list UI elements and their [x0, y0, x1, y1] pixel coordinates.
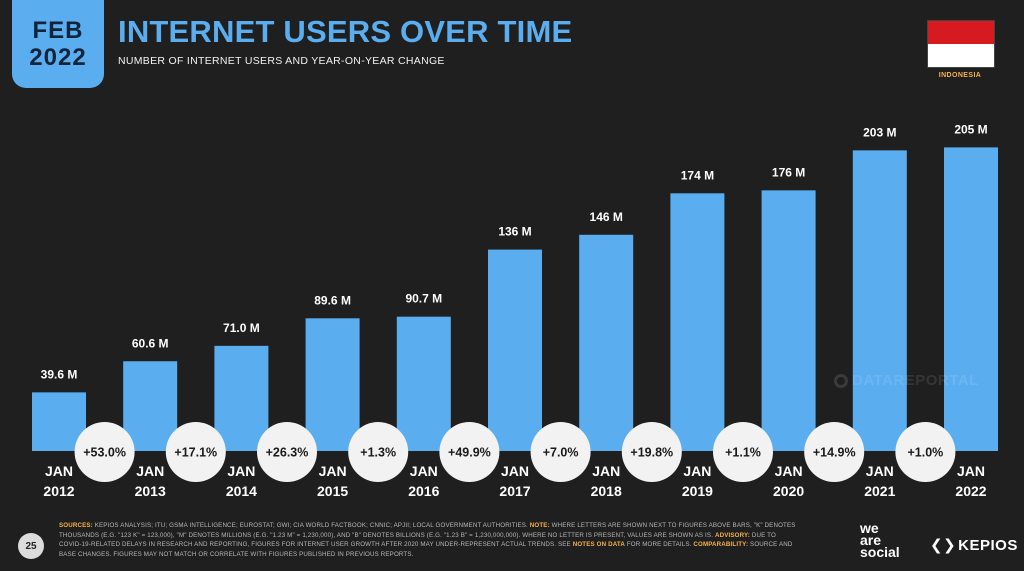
datareportal-watermark: DATAREPORTAL — [834, 372, 979, 389]
data-label: 205 M — [954, 122, 987, 136]
bar — [214, 345, 269, 451]
x-tick-label-year: 2022 — [955, 483, 986, 499]
advisory-label: ADVISORY: — [714, 531, 750, 539]
data-label: 71.0 M — [223, 321, 260, 335]
yoy-change-circle — [804, 422, 865, 482]
note-label: NOTE: — [529, 522, 550, 529]
x-tick-label-month: JAN — [866, 463, 894, 479]
kepios-text: KEPIOS — [958, 536, 1018, 554]
data-label: 203 M — [863, 125, 896, 139]
yoy-change-label: +1.3% — [360, 446, 396, 460]
data-label: 174 M — [681, 168, 714, 182]
logo-social: social — [860, 544, 900, 560]
yoy-change-circle — [74, 422, 135, 482]
x-tick-label-year: 2016 — [408, 483, 439, 499]
data-label: 90.7 M — [405, 292, 442, 306]
yoy-change-circle — [895, 422, 956, 482]
note-text: WHERE LETTERS ARE SHOWN NEXT TO FIGURES … — [59, 522, 796, 539]
comparability-text: SOURCE AND BASE CHANGES. FIGURES MAY NOT… — [59, 541, 793, 558]
yoy-change-label: +49.9% — [448, 446, 491, 460]
x-tick-label-month: JAN — [683, 463, 711, 479]
x-tick-label-year: 2013 — [135, 483, 166, 499]
data-label: 176 M — [772, 165, 805, 179]
date-month: FEB — [32, 16, 84, 44]
yoy-change-circle — [713, 422, 773, 482]
yoy-change-label: +26.3% — [266, 446, 309, 460]
page-subtitle: NUMBER OF INTERNET USERS AND YEAR-ON-YEA… — [118, 55, 445, 67]
yoy-change-label: +17.1% — [174, 446, 217, 460]
yoy-change-label: +53.0% — [83, 446, 126, 460]
yoy-change-label: +19.8% — [630, 446, 673, 460]
data-label: 89.6 M — [314, 293, 351, 307]
we-are-social-logo: we are social — [860, 520, 900, 560]
watermark-text: DATAREPORTAL — [852, 372, 979, 389]
x-tick-label-year: 2014 — [226, 483, 257, 499]
x-tick-label-month: JAN — [775, 463, 803, 479]
data-label: 146 M — [590, 210, 623, 224]
page-title: INTERNET USERS OVER TIME — [118, 14, 573, 49]
notes-tail-text: FOR MORE DETAILS. — [624, 541, 694, 548]
x-tick-label-month: JAN — [45, 463, 73, 479]
yoy-change-label: +7.0% — [543, 446, 579, 460]
notes-on-data-link[interactable]: NOTES ON DATA — [572, 541, 625, 548]
kepios-mark-icon: ❮❯ — [930, 537, 957, 554]
bar — [852, 150, 907, 451]
x-tick-label-month: JAN — [501, 463, 529, 479]
x-tick-label-year: 2012 — [43, 483, 74, 499]
yoy-change-circle — [621, 422, 682, 482]
sources-label: SOURCES: — [59, 522, 93, 529]
datareportal-logo-icon — [834, 373, 848, 388]
data-label: 136 M — [498, 225, 531, 239]
date-badge: FEB 2022 — [12, 0, 104, 88]
data-label: 60.6 M — [132, 336, 169, 350]
yoy-change-circle — [439, 422, 500, 482]
bar — [944, 147, 998, 451]
bar — [761, 190, 816, 451]
data-label: 39.6 M — [41, 367, 78, 381]
bar — [670, 193, 725, 452]
flag-white-band — [928, 44, 994, 67]
date-year: 2022 — [29, 43, 87, 71]
x-tick-label-month: JAN — [410, 463, 438, 479]
x-tick-label-year: 2020 — [773, 483, 804, 499]
yoy-change-label: +14.9% — [813, 446, 856, 460]
yoy-change-label: +1.1% — [725, 446, 761, 460]
sources-note: SOURCES: KEPIOS ANALYSIS; ITU; GSMA INTE… — [59, 521, 799, 559]
x-tick-label-year: 2018 — [591, 483, 622, 499]
yoy-change-circle — [257, 422, 317, 482]
yoy-change-circle — [530, 422, 591, 482]
x-tick-label-year: 2019 — [682, 483, 713, 499]
page-number: 25 — [18, 533, 44, 559]
x-tick-label-year: 2015 — [317, 483, 348, 499]
bar — [396, 316, 451, 451]
bar — [305, 318, 360, 451]
yoy-change-label: +1.0% — [908, 446, 944, 460]
x-tick-label-year: 2017 — [499, 483, 530, 499]
x-tick-label-year: 2021 — [864, 483, 895, 499]
sources-text: KEPIOS ANALYSIS; ITU; GSMA INTELLIGENCE;… — [92, 522, 530, 529]
comparability-label: COMPARABILITY: — [693, 541, 749, 548]
indonesia-flag-icon — [927, 20, 995, 68]
bar — [123, 361, 178, 451]
x-tick-label-month: JAN — [319, 463, 347, 479]
x-tick-label-month: JAN — [592, 463, 620, 479]
bar — [488, 249, 542, 451]
flag-red-band — [928, 21, 994, 44]
bar — [579, 234, 634, 451]
logo-we: we — [860, 520, 879, 536]
x-tick-label-month: JAN — [136, 463, 164, 479]
x-tick-label-month: JAN — [227, 463, 255, 479]
x-tick-label-month: JAN — [957, 463, 985, 479]
country-label: INDONESIA — [938, 72, 982, 79]
yoy-change-circle — [348, 422, 409, 482]
kepios-logo: ❮❯ KEPIOS — [930, 536, 1018, 555]
yoy-change-circle — [165, 422, 226, 482]
advisory-text: DUE TO COVID-19-RELATED DELAYS IN RESEAR… — [59, 531, 776, 549]
logo-are: are — [860, 532, 882, 548]
